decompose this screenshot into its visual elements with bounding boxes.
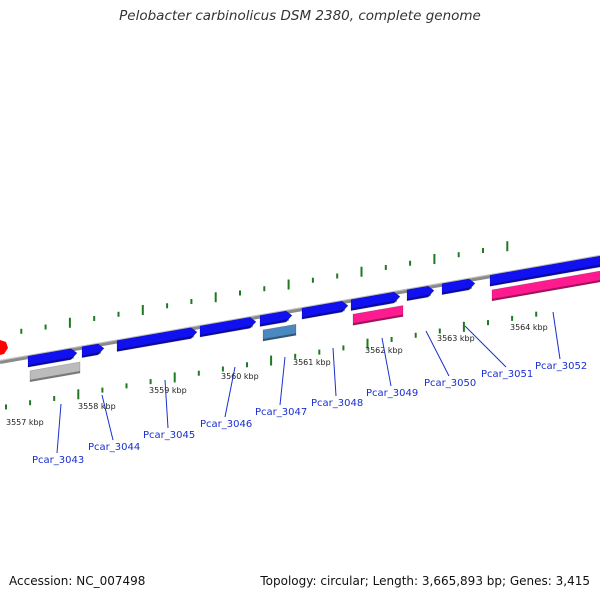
- gene-feature-pcar-3047-forward[interactable]: [259, 310, 293, 327]
- gene-label[interactable]: Pcar_3045: [143, 430, 195, 441]
- scale-label: 3558 kbp: [78, 402, 116, 411]
- gene-feature-pcar-3049-shade: [353, 314, 403, 326]
- gene-leader-line: [56, 403, 62, 454]
- gene-feature-pcar-3052-forward[interactable]: [489, 255, 600, 287]
- gene-features: [27, 255, 600, 383]
- gene-feature-pcar-3052-shade: [492, 280, 600, 301]
- gene-labels: Pcar_3043Pcar_3044Pcar_3045Pcar_3046Pcar…: [32, 311, 587, 466]
- gene-feature-pcar-3043[interactable]: [29, 361, 81, 383]
- inner-tick-row: [5, 311, 538, 410]
- gene-label[interactable]: Pcar_3044: [88, 442, 140, 453]
- gene-label[interactable]: Pcar_3052: [535, 361, 587, 372]
- gene-feature-3043-forward[interactable]: [27, 348, 78, 368]
- gene-leader-line: [552, 311, 561, 360]
- genome-title: Pelobacter carbinolicus DSM 2380, comple…: [119, 8, 481, 24]
- gene-label[interactable]: Pcar_3047: [255, 407, 307, 418]
- gene-leader-line: [164, 379, 169, 429]
- gene-feature-pcar-3047-shade: [263, 333, 296, 341]
- gene-leader-line: [332, 347, 337, 397]
- gene-feature-pcar-3050[interactable]: [406, 285, 435, 302]
- position-marker-icon: [0, 340, 8, 355]
- scale-label: 3564 kbp: [510, 323, 548, 332]
- gene-feature-pcar-3044-shade: [82, 351, 101, 358]
- gene-label[interactable]: Pcar_3043: [32, 455, 84, 466]
- gene-feature-pcar-3043-shade: [30, 371, 80, 382]
- gene-feature-pcar-3051[interactable]: [441, 278, 476, 296]
- gene-feature-pcar-3047-forward-shade: [260, 318, 289, 327]
- gene-label[interactable]: Pcar_3050: [424, 378, 476, 389]
- scale-label: 3563 kbp: [437, 334, 475, 343]
- gene-feature-pcar-3049[interactable]: [352, 305, 404, 326]
- gene-feature-pcar-3049-forward[interactable]: [350, 291, 401, 311]
- gene-feature-pcar-3045-shade: [117, 335, 194, 352]
- gene-feature-pcar-3049-forward-shade: [351, 300, 397, 311]
- gene-leader-line: [101, 394, 114, 441]
- gene-feature-pcar-3051-shade: [442, 286, 472, 295]
- scale-label: 3560 kbp: [221, 372, 259, 381]
- gene-feature-3043-forward-shade: [28, 356, 74, 368]
- accession-label: Accession: NC_007498: [9, 574, 146, 588]
- gene-feature-pcar-3047[interactable]: [262, 323, 297, 342]
- scale-label: 3557 kbp: [6, 418, 44, 427]
- gene-leader-line: [464, 325, 507, 368]
- gene-feature-pcar-3046[interactable]: [199, 316, 257, 338]
- gene-leader-line: [224, 366, 236, 418]
- genome-summary: Topology: circular; Length: 3,665,893 bp…: [260, 574, 590, 588]
- gene-label[interactable]: Pcar_3049: [366, 388, 418, 399]
- gene-feature-pcar-3052-forward-shade: [490, 264, 600, 287]
- gene-feature-pcar-3048[interactable]: [301, 300, 349, 320]
- gene-label[interactable]: Pcar_3046: [200, 419, 252, 430]
- gene-leader-line: [425, 330, 450, 377]
- gene-label[interactable]: Pcar_3048: [311, 398, 363, 409]
- gene-label[interactable]: Pcar_3051: [481, 369, 533, 380]
- backbone-highlight: [0, 255, 600, 361]
- gene-feature-pcar-3046-shade: [200, 325, 253, 337]
- gene-feature-pcar-3052[interactable]: [491, 269, 600, 302]
- gene-feature-pcar-3048-shade: [302, 309, 345, 320]
- scale-label: 3561 kbp: [293, 358, 331, 367]
- gene-feature-pcar-3050-shade: [407, 294, 431, 301]
- gene-leader-line: [381, 337, 392, 387]
- outer-tick-row: [20, 241, 509, 334]
- scale-label: 3559 kbp: [149, 386, 187, 395]
- gene-leader-line: [279, 356, 286, 406]
- gene-feature-pcar-3045[interactable]: [116, 327, 198, 352]
- gene-feature-pcar-3044[interactable]: [81, 343, 105, 359]
